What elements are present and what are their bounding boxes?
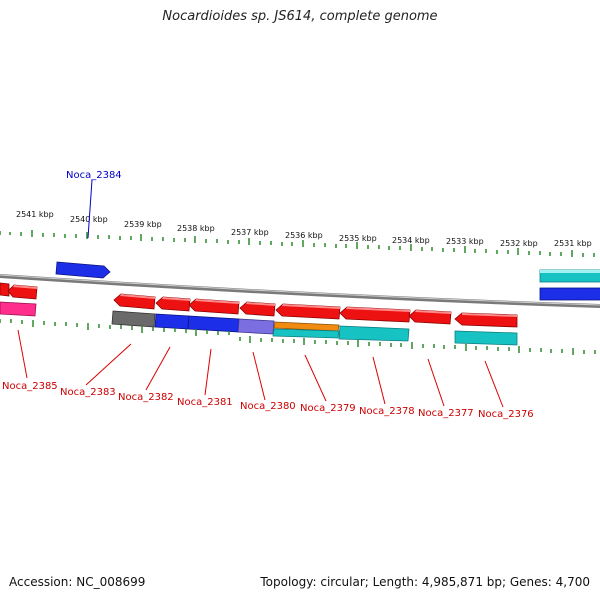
gene-arrow-reverse[interactable]: [408, 309, 452, 325]
genome-summary-text: Topology: circular; Length: 4,985,871 bp…: [260, 575, 590, 589]
highlight: [120, 294, 155, 299]
function-color-bars: [0, 301, 518, 346]
scale-label: 2535 kbp: [339, 234, 377, 243]
label-leader: [427, 358, 445, 407]
gene-block-blue[interactable]: [539, 287, 600, 301]
gene-arrow-reverse[interactable]: [454, 312, 518, 328]
label-leader: [87, 179, 93, 239]
gene-block-cyan-highlight: [540, 270, 600, 273]
function-bar-lavender[interactable]: [237, 318, 275, 335]
scale-label: 2532 kbp: [500, 239, 538, 248]
gene-label-noca-2381[interactable]: Noca_2381: [177, 397, 233, 408]
scale-labels: 2541 kbp 2540 kbp 2539 kbp 2538 kbp 2537…: [16, 210, 592, 248]
genome-backbone: [0, 274, 600, 308]
function-bar-cyan[interactable]: [454, 330, 518, 346]
label-leader: [145, 346, 171, 391]
gene-label-noca-2384[interactable]: Noca_2384: [66, 170, 122, 181]
label-leader: [304, 354, 327, 402]
scale-label: 2534 kbp: [392, 236, 430, 245]
scale-label: 2538 kbp: [177, 224, 215, 233]
gene-arrow-reverse[interactable]: [7, 284, 38, 300]
label-leader: [252, 351, 266, 401]
gene-arrow-reverse[interactable]: [155, 296, 191, 312]
label-leader: [372, 356, 386, 405]
inner-tick-ruler: [0, 319, 596, 355]
label-leader: [204, 348, 212, 396]
highlight: [282, 304, 340, 309]
highlight: [346, 307, 410, 312]
scale-label: 2541 kbp: [16, 210, 54, 219]
highlight: [13, 285, 37, 289]
scale-label: 2537 kbp: [231, 228, 269, 237]
gene-label-noca-2383[interactable]: Noca_2383: [60, 387, 116, 398]
function-bar-cyan[interactable]: [272, 328, 340, 339]
scale-label: 2539 kbp: [124, 220, 162, 229]
gene-label-noca-2382[interactable]: Noca_2382: [118, 392, 174, 403]
map-title: Nocardioides sp. JS614, complete genome: [162, 9, 438, 24]
label-leaders: [17, 329, 504, 408]
function-bar-cyan[interactable]: [338, 325, 410, 342]
gene-arrow-forward-noca-2384[interactable]: [55, 261, 111, 279]
scale-label: 2533 kbp: [446, 237, 484, 246]
scale-label: 2536 kbp: [285, 231, 323, 240]
function-bar-blue[interactable]: [154, 313, 190, 330]
highlight: [195, 299, 239, 304]
gene-arrow-reverse[interactable]: [0, 282, 10, 297]
gene-label-noca-2380[interactable]: Noca_2380: [240, 401, 296, 412]
label-leader: [484, 360, 504, 408]
reverse-gene-highlights: [13, 285, 517, 317]
gene-label-noca-2385[interactable]: Noca_2385: [2, 381, 58, 392]
gene-label-noca-2379[interactable]: Noca_2379: [300, 403, 356, 414]
gene-arrow-reverse[interactable]: [239, 301, 276, 317]
function-bar-pink[interactable]: [0, 301, 37, 317]
gene-label-noca-2377[interactable]: Noca_2377: [418, 408, 474, 419]
genome-backbone-highlight: [0, 274, 600, 306]
highlight: [246, 302, 275, 306]
label-leader: [85, 343, 132, 386]
scale-label: 2531 kbp: [554, 239, 592, 248]
label-leader: [17, 329, 28, 379]
gene-label-noca-2376[interactable]: Noca_2376: [478, 409, 534, 420]
function-bar-gray[interactable]: [111, 310, 156, 328]
gene-label-noca-2378[interactable]: Noca_2378: [359, 406, 415, 417]
highlight: [162, 297, 190, 301]
highlight: [415, 310, 451, 314]
accession-text: Accession: NC_008699: [9, 575, 146, 589]
highlight: [462, 313, 517, 317]
outer-tick-ruler: [0, 230, 595, 257]
